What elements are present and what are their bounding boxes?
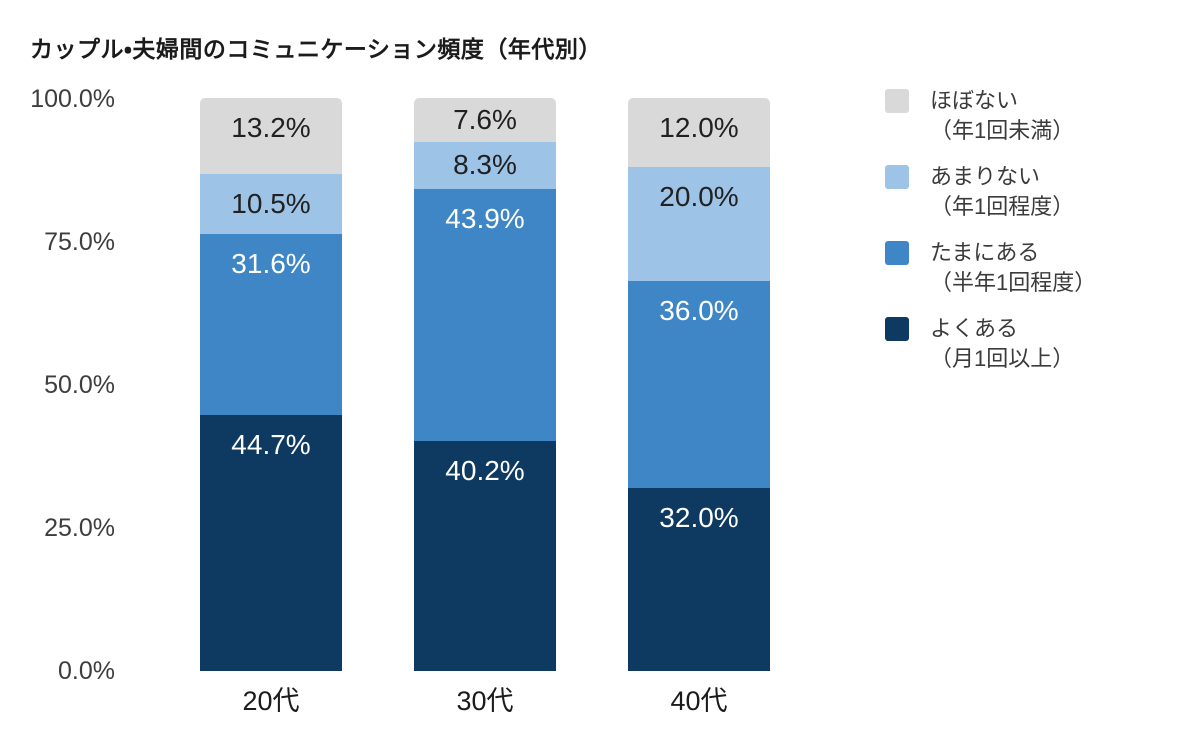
bar-segment: 40.2% [414, 440, 556, 671]
segment-value-label: 43.9% [445, 203, 525, 235]
bar-segment: 31.6% [200, 233, 342, 415]
legend-swatch-rarely [885, 165, 909, 189]
legend-sublabel: （月1回以上） [930, 346, 1075, 371]
x-label-30s: 30代 [456, 686, 514, 716]
segment-value-label: 36.0% [659, 295, 739, 327]
legend-item-often: よくある （月1回以上） [885, 314, 1185, 374]
legend-sublabel: （年1回程度） [930, 194, 1075, 219]
x-label-40s: 40代 [670, 686, 728, 716]
segment-value-label: 13.2% [231, 112, 311, 143]
legend-item-rarely: あまりない （年1回程度） [885, 162, 1185, 222]
bar-segment: 7.6% [414, 98, 556, 142]
stacked-bar-20代: 13.2% 10.5% 31.6% 44.7% [200, 98, 342, 671]
legend-sublabel: （年1回未満） [930, 118, 1075, 143]
legend-item-sometimes: たまにある （半年1回程度） [885, 238, 1185, 298]
chart-title: カップル・夫婦間のコミュニケーション頻度（年代別） [30, 36, 602, 62]
legend-swatch-often [885, 317, 909, 341]
y-tick-100: 100.0% [30, 85, 115, 113]
bar-segment: 8.3% [414, 141, 556, 190]
legend-label: ほぼない [930, 88, 1019, 113]
segment-value-label: 12.0% [659, 112, 739, 143]
segment-value-label: 40.2% [445, 454, 525, 486]
y-axis: 100.0% 75.0% 50.0% 25.0% 0.0% [18, 0, 115, 746]
bar-segment: 43.9% [414, 189, 556, 441]
legend-item-almost-never: ほぼない （年1回未満） [885, 86, 1185, 146]
bar-segment: 36.0% [628, 281, 770, 488]
segment-value-label: 32.0% [659, 501, 739, 533]
bar-segment: 20.0% [628, 166, 770, 282]
legend-label: あまりない [930, 164, 1041, 189]
bar-segment: 10.5% [200, 173, 342, 234]
bar-segment: 32.0% [628, 487, 770, 671]
y-tick-75: 75.0% [44, 228, 115, 256]
y-tick-25: 25.0% [44, 514, 115, 542]
y-tick-50: 50.0% [44, 371, 115, 399]
legend-swatch-sometimes [885, 241, 909, 265]
stacked-bar-30代: 7.6% 8.3% 43.9% 40.2% [414, 98, 556, 671]
x-axis: 20代 30代 40代 [0, 684, 860, 724]
bar-segment: 44.7% [200, 414, 342, 671]
segment-value-label: 31.6% [231, 247, 311, 279]
legend-label: よくある [930, 316, 1019, 341]
legend-label: たまにある [930, 240, 1040, 265]
stacked-bar-40代: 12.0% 20.0% 36.0% 32.0% [628, 98, 770, 671]
x-label-20s: 20代 [242, 686, 300, 716]
legend-sublabel: （半年1回程度） [930, 270, 1097, 295]
legend-swatch-almost-never [885, 89, 909, 113]
segment-value-label: 7.6% [453, 103, 517, 135]
segment-value-label: 44.7% [231, 428, 311, 460]
segment-value-label: 10.5% [231, 187, 311, 219]
bar-segment: 12.0% [628, 98, 770, 167]
segment-value-label: 20.0% [659, 180, 739, 212]
legend: ほぼない （年1回未満） あまりない （年1回程度） たまにある （半年1回程度… [885, 86, 1185, 374]
plot-area: 13.2% 10.5% 31.6% 44.7% 7.6% 8.3% 43.9% 40.2% 12… [0, 98, 860, 671]
y-tick-0: 0.0% [58, 657, 115, 685]
segment-value-label: 8.3% [453, 149, 517, 181]
bar-segment: 13.2% [200, 98, 342, 174]
